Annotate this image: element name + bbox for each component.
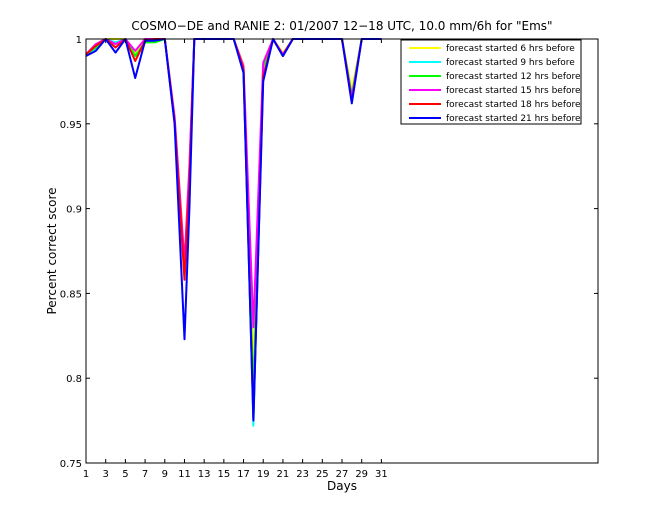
legend: forecast started 6 hrs before forecast st… — [400, 39, 582, 125]
y-tick-label: 0.75 — [60, 459, 82, 470]
legend-box — [400, 39, 582, 125]
legend-label-5: forecast started 18 hrs before — [446, 100, 581, 110]
x-tick-label: 7 — [142, 469, 148, 480]
y-axis-title: Percent correct score — [45, 187, 59, 314]
legend-label-6: forecast started 21 hrs before — [446, 114, 581, 124]
y-tick-label: 0.9 — [66, 205, 82, 216]
x-tick-label: 19 — [257, 469, 270, 480]
x-tick-label: 23 — [296, 469, 309, 480]
ticks-layer: 1 3 5 7 9 11 13 15 17 19 21 23 25 27 29 310.750.80.850.… — [60, 35, 598, 480]
chart-title: COSMO−DE and RANIE 2: 01/2007 12−18 UTC,… — [131, 19, 552, 33]
x-tick-label: 27 — [336, 469, 349, 480]
x-tick-label: 15 — [217, 469, 230, 480]
x-tick-label: 21 — [277, 469, 290, 480]
x-axis-title: Days — [327, 479, 357, 493]
x-tick-label: 17 — [237, 469, 250, 480]
x-tick-label: 29 — [355, 469, 368, 480]
x-tick-label: 1 — [83, 469, 89, 480]
x-tick-label: 25 — [316, 469, 329, 480]
legend-label-2: forecast started 9 hrs before — [446, 58, 575, 68]
x-tick-label: 31 — [375, 469, 388, 480]
x-tick-label: 11 — [178, 469, 191, 480]
y-tick-label: 0.95 — [60, 120, 82, 131]
legend-label-1: forecast started 6 hrs before — [446, 44, 575, 54]
y-tick-label: 0.85 — [60, 289, 82, 300]
y-tick-label: 0.8 — [66, 374, 82, 385]
x-tick-label: 3 — [103, 469, 109, 480]
x-tick-label: 5 — [122, 469, 128, 480]
x-tick-label: 9 — [162, 469, 168, 480]
legend-label-3: forecast started 12 hrs before — [446, 72, 581, 82]
legend-label-4: forecast started 15 hrs before — [446, 86, 581, 96]
y-tick-label: 1 — [76, 35, 82, 46]
x-tick-label: 13 — [198, 469, 211, 480]
